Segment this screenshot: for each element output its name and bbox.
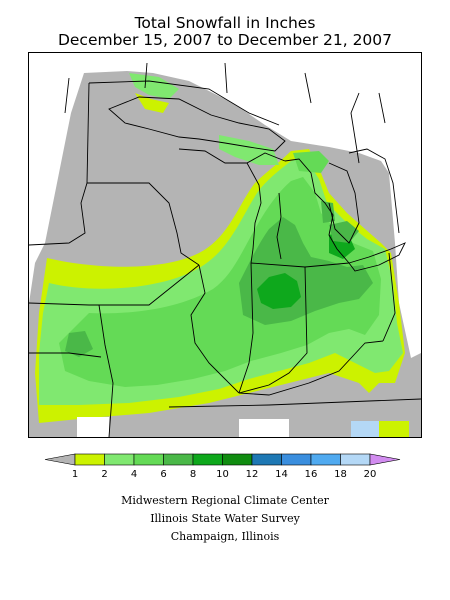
legend-tick-label: 10 <box>216 469 229 480</box>
legend-tick-label: 20 <box>364 469 377 480</box>
state-boundary-line <box>29 82 90 246</box>
map-date-range: December 15, 2007 to December 21, 2007 <box>57 31 393 49</box>
no-data-patch <box>239 419 289 437</box>
legend-swatch <box>163 453 194 466</box>
legend-swatch-below-min <box>44 453 76 466</box>
state-boundary-line <box>29 352 102 358</box>
credit-survey: Illinois State Water Survey <box>150 512 300 525</box>
snowfall-region-4-6 <box>59 177 381 387</box>
legend-swatch <box>310 453 341 466</box>
legend-tick-label: 14 <box>275 469 288 480</box>
snowfall-map <box>28 52 422 438</box>
legend-tick-label: 6 <box>160 469 166 480</box>
legend-tick-label: 2 <box>101 469 107 480</box>
legend-tick-label: 4 <box>131 469 137 480</box>
legend-swatch <box>222 453 253 466</box>
state-boundary-line <box>250 262 350 268</box>
state-boundaries <box>29 62 421 437</box>
no-data-patch <box>77 417 109 437</box>
legend-swatch <box>192 453 223 466</box>
state-boundary-line <box>98 304 114 437</box>
state-boundary-line <box>29 264 200 306</box>
state-boundary-line <box>238 340 384 396</box>
legend-colorbar: 1 2 4 6 8 10 12 14 16 18 20 <box>44 453 401 480</box>
snowfall-map-svg <box>29 53 421 437</box>
legend-tick-label: 12 <box>246 469 259 480</box>
legend-swatch <box>74 453 105 466</box>
legend-tick-label: 18 <box>334 469 347 480</box>
credit-location: Champaign, Illinois <box>170 530 280 543</box>
state-boundary-line <box>238 266 308 394</box>
lake-huron-shore <box>328 162 360 244</box>
credit-center: Midwestern Regional Climate Center <box>121 494 329 507</box>
legend-swatch <box>133 453 164 466</box>
snowfall-region-8-10 <box>257 273 301 309</box>
international-boundary <box>348 148 400 234</box>
upper-peninsula-shore <box>178 148 286 164</box>
legend-tick-label: 1 <box>72 469 78 480</box>
legend-swatch <box>251 453 282 466</box>
state-boundary-line <box>382 252 396 342</box>
legend-swatch-above-max <box>369 453 401 466</box>
state-boundary-line <box>190 264 240 394</box>
map-title: Total Snowfall in Inches <box>134 14 316 32</box>
lake-erie-shore <box>348 242 406 272</box>
legend-tick-label: 16 <box>305 469 318 480</box>
legend-swatch <box>340 453 371 466</box>
snowfall-region-4-6 <box>293 151 329 173</box>
international-boundary <box>350 92 360 164</box>
legend-swatch <box>281 453 312 466</box>
lake-michigan-shore <box>246 162 262 264</box>
lake-superior-shore <box>108 96 286 152</box>
lake-michigan-shore <box>276 192 282 260</box>
state-boundary-line <box>168 398 421 408</box>
state-boundary-line <box>87 182 200 266</box>
lower-michigan-shore <box>284 158 350 264</box>
snowfall-legend: 1 2 4 6 8 10 12 14 16 18 20 <box>0 446 450 486</box>
snowfall-region-1-2 <box>135 93 169 113</box>
snowfall-region-2-4 <box>219 135 279 165</box>
international-boundary <box>88 80 280 126</box>
no-data-patch <box>379 421 409 437</box>
graticule-line <box>64 62 386 124</box>
snowfall-region-6-8 <box>65 331 93 357</box>
legend-tick-label: 8 <box>190 469 196 480</box>
legend-swatch <box>104 453 135 466</box>
snowfall-region-2-4 <box>129 73 179 99</box>
state-boundary-line <box>238 262 254 394</box>
snowfall-region-6-8 <box>321 201 335 223</box>
